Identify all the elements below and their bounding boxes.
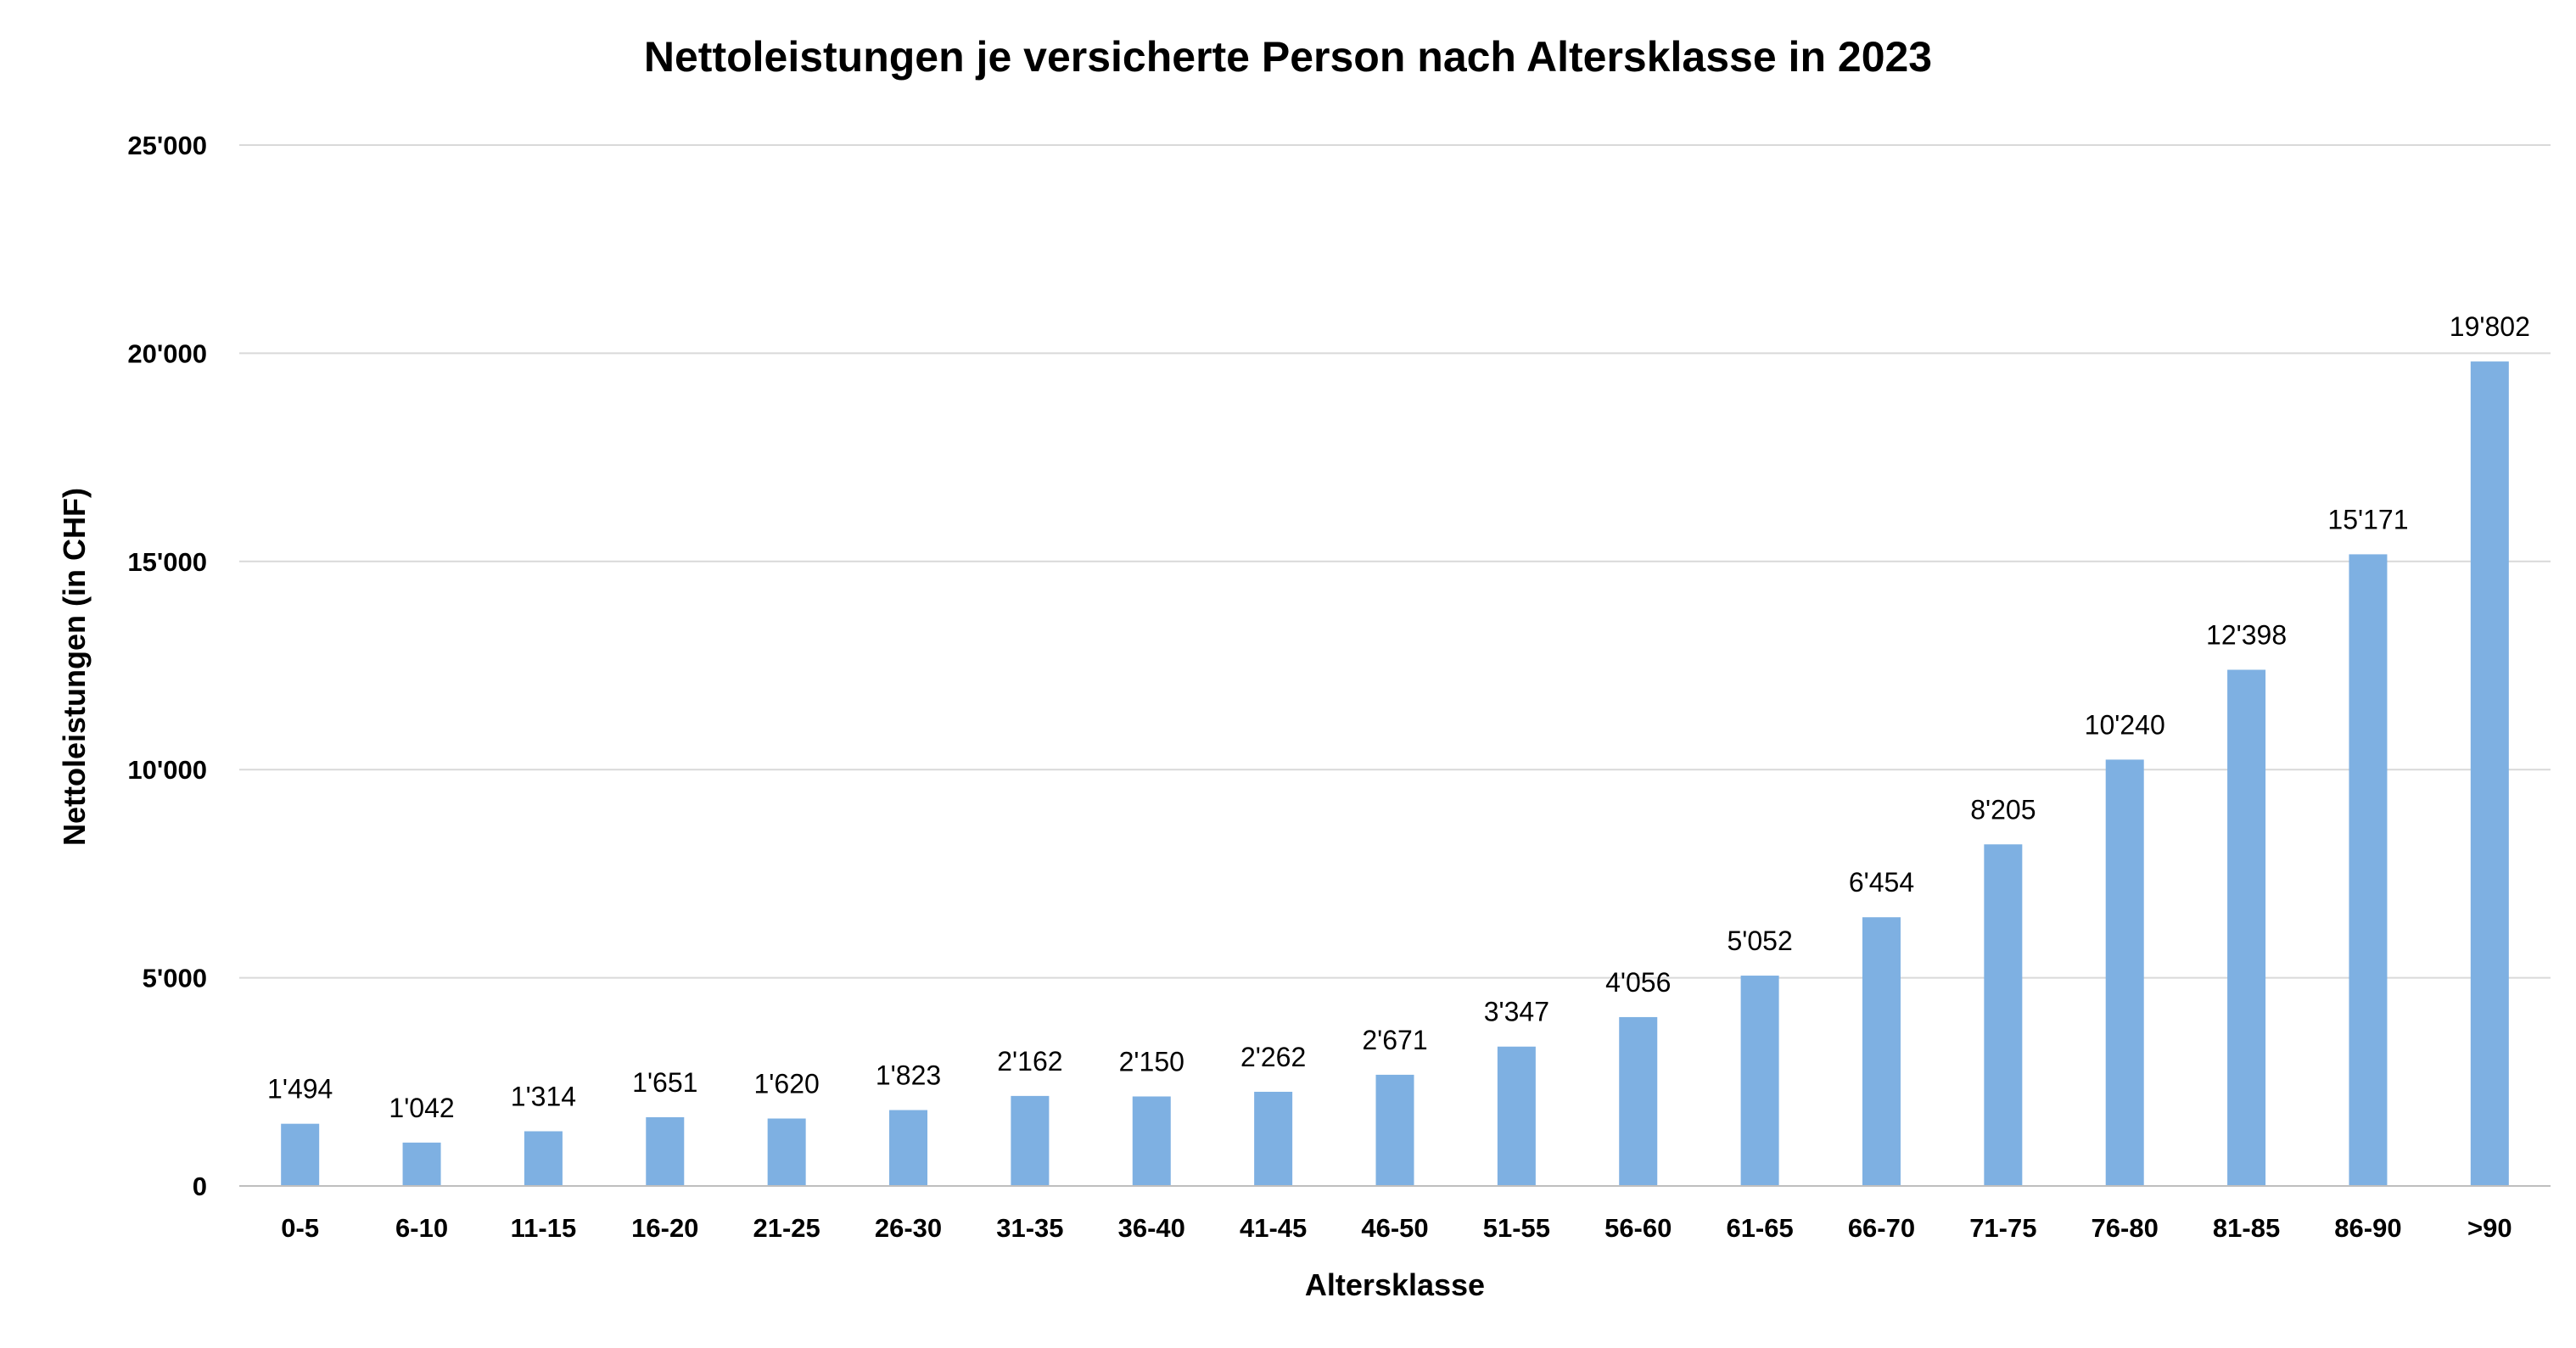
- data-label: 3'347: [1484, 997, 1549, 1027]
- data-label: 19'802: [2450, 311, 2530, 342]
- x-tick-label: 26-30: [875, 1213, 942, 1243]
- bar: [402, 1142, 441, 1186]
- x-axis-ticks: 0-5 6-10 11-15 16-20 21-25 26-30 31-35 36-40 41-…: [281, 1213, 2512, 1243]
- x-tick-label: 41-45: [1240, 1213, 1307, 1243]
- bar: [767, 1118, 806, 1186]
- data-label: 1'042: [389, 1093, 454, 1123]
- bar: [1497, 1046, 1536, 1186]
- bar: [1862, 917, 1901, 1186]
- bar: [1254, 1091, 1293, 1186]
- y-axis-label: Nettoleistungen (in CHF): [57, 488, 92, 846]
- bar: [1619, 1016, 1658, 1186]
- bar: [1011, 1095, 1050, 1186]
- y-axis-ticks: 0 5'000 10'000 15'000 20'000 25'000: [127, 131, 207, 1201]
- x-tick-label: 0-5: [281, 1213, 319, 1243]
- chart-title: Nettoleistungen je versicherte Person na…: [643, 33, 1933, 81]
- bar: [2227, 669, 2266, 1186]
- x-axis-label: Altersklasse: [1305, 1267, 1485, 1302]
- data-label: 1'823: [876, 1060, 941, 1091]
- gridlines: [239, 144, 2551, 979]
- data-label: 1'494: [267, 1074, 333, 1105]
- x-tick-label: 61-65: [1726, 1213, 1793, 1243]
- data-label: 2'162: [997, 1046, 1062, 1077]
- y-tick-label: 15'000: [127, 547, 207, 577]
- x-tick-label: 16-20: [631, 1213, 698, 1243]
- data-label: 1'620: [754, 1068, 820, 1099]
- data-label: 4'056: [1605, 967, 1671, 998]
- x-tick-label: 11-15: [511, 1213, 577, 1243]
- data-label: 1'651: [632, 1067, 697, 1098]
- data-label: 15'171: [2327, 504, 2408, 534]
- x-tick-label: 51-55: [1483, 1213, 1550, 1243]
- data-labels: 1'494 1'042 1'314 1'651 1'620 1'823 2'162 2'150…: [267, 311, 2530, 1123]
- x-tick-label: 66-70: [1848, 1213, 1915, 1243]
- data-label: 2'671: [1362, 1025, 1427, 1055]
- y-tick-label: 5'000: [143, 964, 207, 993]
- y-tick-label: 25'000: [127, 131, 207, 160]
- x-tick-label: 46-50: [1361, 1213, 1428, 1243]
- bar: [646, 1116, 685, 1186]
- data-label: 1'314: [511, 1082, 576, 1112]
- data-label: 10'240: [2085, 709, 2165, 740]
- x-tick-label: 81-85: [2213, 1213, 2280, 1243]
- bar: [1740, 976, 1779, 1186]
- x-tick-label: 6-10: [395, 1213, 448, 1243]
- data-label: 5'052: [1727, 926, 1792, 956]
- data-label: 2'150: [1119, 1046, 1184, 1077]
- bar: [2470, 361, 2509, 1187]
- x-tick-label: 86-90: [2334, 1213, 2401, 1243]
- bar: [889, 1110, 928, 1186]
- data-label: 8'205: [1970, 794, 2036, 825]
- x-tick-label: 36-40: [1118, 1213, 1185, 1243]
- x-tick-label: 71-75: [1969, 1213, 2036, 1243]
- x-tick-label: 31-35: [996, 1213, 1063, 1243]
- x-tick-label: 76-80: [2092, 1213, 2159, 1243]
- x-tick-label: 21-25: [753, 1213, 820, 1243]
- bar: [1375, 1074, 1414, 1186]
- bar: [524, 1131, 563, 1186]
- data-label: 2'262: [1240, 1042, 1306, 1072]
- bar: [281, 1123, 320, 1186]
- data-label: 6'454: [1849, 867, 1914, 898]
- data-label: 12'398: [2206, 620, 2287, 651]
- bar: [2105, 759, 2144, 1186]
- y-tick-label: 10'000: [127, 755, 207, 785]
- bar: [1132, 1096, 1171, 1186]
- bar: [2349, 554, 2388, 1186]
- x-tick-label: >90: [2467, 1213, 2512, 1243]
- bar: [1984, 844, 2023, 1186]
- x-tick-label: 56-60: [1604, 1213, 1672, 1243]
- y-tick-label: 0: [193, 1172, 207, 1201]
- y-tick-label: 20'000: [127, 338, 207, 368]
- bars: [281, 361, 2509, 1187]
